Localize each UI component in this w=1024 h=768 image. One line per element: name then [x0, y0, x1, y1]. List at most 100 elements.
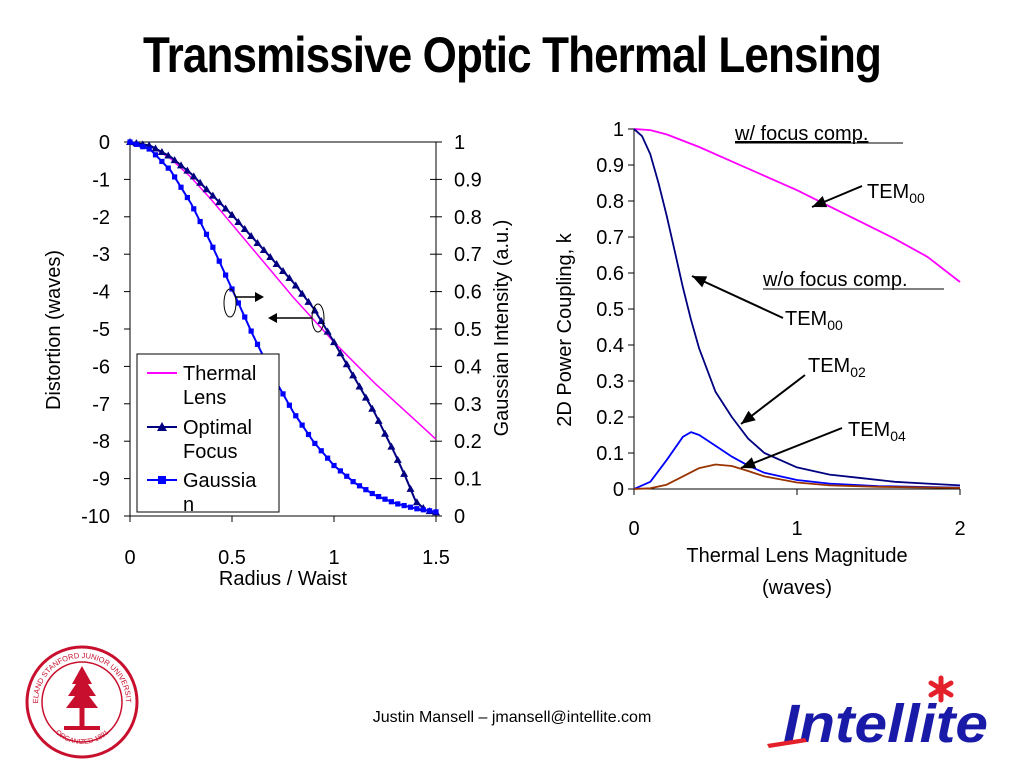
- x-axis-label: Radius / Waist: [219, 568, 348, 590]
- tem02-line: [633, 431, 961, 490]
- gaussian-marker: [172, 174, 178, 180]
- gaussian-marker: [407, 504, 414, 510]
- optimal-focus-marker: [183, 166, 192, 174]
- legend-triangle-icon: [157, 422, 167, 431]
- optimal-focus-marker: [406, 484, 415, 492]
- gaussian-marker: [433, 509, 439, 515]
- gaussian-marker: [229, 286, 235, 292]
- y-tick-label: 0.9: [596, 155, 624, 177]
- gaussian-marker: [286, 402, 292, 408]
- optimal-focus-marker: [177, 161, 185, 169]
- gaussian-marker: [178, 184, 184, 190]
- gaussian-marker: [127, 139, 133, 145]
- stanford-seal: LELAND STANFORD JUNIOR UNIVERSITY ORGANI…: [24, 644, 139, 759]
- gaussian-marker: [376, 493, 382, 500]
- gaussian-marker: [191, 206, 197, 212]
- tem00-nofocus-line: [633, 128, 961, 487]
- legend: Thermal Lens Optimal Focus Gaussia n: [136, 353, 280, 516]
- tem04-line: [633, 463, 961, 490]
- gaussian-marker: [427, 508, 433, 514]
- arrow-tem00-nofocus-shaft: [691, 275, 784, 319]
- y-tick-label: 0.1: [596, 443, 624, 465]
- y2-axis-label: Gaussian Intensity (a.u.): [491, 220, 513, 437]
- legend-gaussian-label: Gaussia n: [183, 470, 257, 516]
- optimal-focus-marker: [342, 360, 351, 368]
- optimal-focus-marker: [240, 224, 249, 232]
- gaussian-marker: [197, 218, 203, 225]
- optimal-focus-marker: [247, 231, 256, 239]
- y-tick-label: 0.6: [596, 263, 624, 285]
- gaussian-marker: [248, 328, 254, 334]
- x-axis-label: Thermal Lens Magnitude: [686, 545, 907, 567]
- optimal-focus-marker: [374, 416, 383, 424]
- optimal-focus-marker: [215, 198, 224, 206]
- arrow-tem04-shaft: [740, 427, 843, 469]
- optimal-focus-marker: [387, 442, 396, 450]
- gaussian-marker: [388, 499, 394, 505]
- gaussian-marker: [280, 391, 286, 397]
- logo-swoosh: [767, 738, 807, 748]
- arrowhead-left: [268, 313, 277, 323]
- optimal-focus-marker: [266, 253, 275, 261]
- gaussian-marker: [299, 422, 305, 428]
- y-tick-label: -9: [92, 469, 110, 491]
- arrow-tem04-head: [741, 457, 757, 469]
- gaussian-marker: [356, 483, 363, 489]
- y-tick-label: -7: [92, 394, 110, 416]
- annotation-focus-comp: w/ focus comp.: [734, 123, 868, 145]
- optimal-focus-marker: [221, 204, 230, 212]
- optimal-focus-marker: [304, 297, 313, 305]
- y2-tick-label: 1: [454, 132, 465, 154]
- y2-tick-label: 0.6: [454, 282, 482, 304]
- optimal-focus-marker: [208, 191, 217, 199]
- y2-tick-label: 0.8: [454, 207, 482, 229]
- optimal-focus-marker: [196, 178, 205, 186]
- legend-optimal-focus-label: Optimal Focus: [183, 417, 252, 463]
- gaussian-marker: [223, 272, 229, 278]
- gaussian-marker: [344, 473, 350, 479]
- y-tick-label: 0.8: [596, 191, 624, 213]
- y2-tick-label: 0.4: [454, 356, 482, 378]
- gaussian-marker: [254, 341, 261, 347]
- gaussian-marker: [165, 165, 171, 171]
- optimal-focus-marker: [202, 185, 211, 193]
- gaussian-marker: [235, 300, 241, 306]
- y2-tick-label: 0.7: [454, 244, 482, 266]
- y-tick-label: 0.5: [596, 299, 624, 321]
- y-axis-label: 2D Power Coupling, k: [554, 232, 576, 426]
- y-axis-label: Distortion (waves): [43, 250, 65, 410]
- optimal-focus-marker: [368, 404, 377, 412]
- y2-tick-label: 0: [454, 506, 465, 528]
- y-tick-label: -3: [92, 244, 110, 266]
- gaussian-marker: [350, 479, 356, 485]
- gaussian-marker: [312, 440, 318, 447]
- y-tick-label: -1: [92, 169, 110, 191]
- optimal-focus-marker: [393, 455, 402, 463]
- x-tick-label: 2: [954, 518, 965, 540]
- optimal-focus-marker: [259, 245, 268, 253]
- optimal-focus-marker: [157, 148, 166, 156]
- gaussian-marker: [152, 152, 159, 158]
- gaussian-marker: [133, 141, 139, 147]
- x-tick-label: 1: [791, 518, 802, 540]
- arrow-tem02-head: [741, 410, 756, 424]
- y-tick-label: 0.7: [596, 227, 624, 249]
- optimal-focus-marker: [272, 260, 281, 268]
- optimal-focus-marker: [291, 281, 300, 289]
- y2-tick-label: 0.2: [454, 431, 482, 453]
- star-icon: [928, 675, 954, 703]
- optimal-focus-marker: [234, 217, 243, 225]
- y-tick-label: -2: [92, 207, 110, 229]
- optimal-focus-marker: [151, 144, 160, 152]
- gaussian-marker: [395, 501, 401, 507]
- gaussian-marker: [242, 314, 248, 320]
- chart-area: 0 -1 -2 -3 -4 -5 -6 -7 -8 -9 -10 1 0.9 0.8 0.7 0.6 0.5 0.…: [43, 119, 966, 599]
- gaussian-marker: [401, 502, 407, 509]
- y-tick-label: -5: [92, 319, 110, 341]
- label-tem00-focus: TEM00: [867, 181, 925, 206]
- gaussian-marker: [159, 158, 165, 165]
- tree-icon: [64, 666, 100, 730]
- optimal-focus-marker: [361, 393, 370, 401]
- gaussian-marker: [203, 231, 210, 237]
- label-tem02: TEM02: [808, 355, 866, 380]
